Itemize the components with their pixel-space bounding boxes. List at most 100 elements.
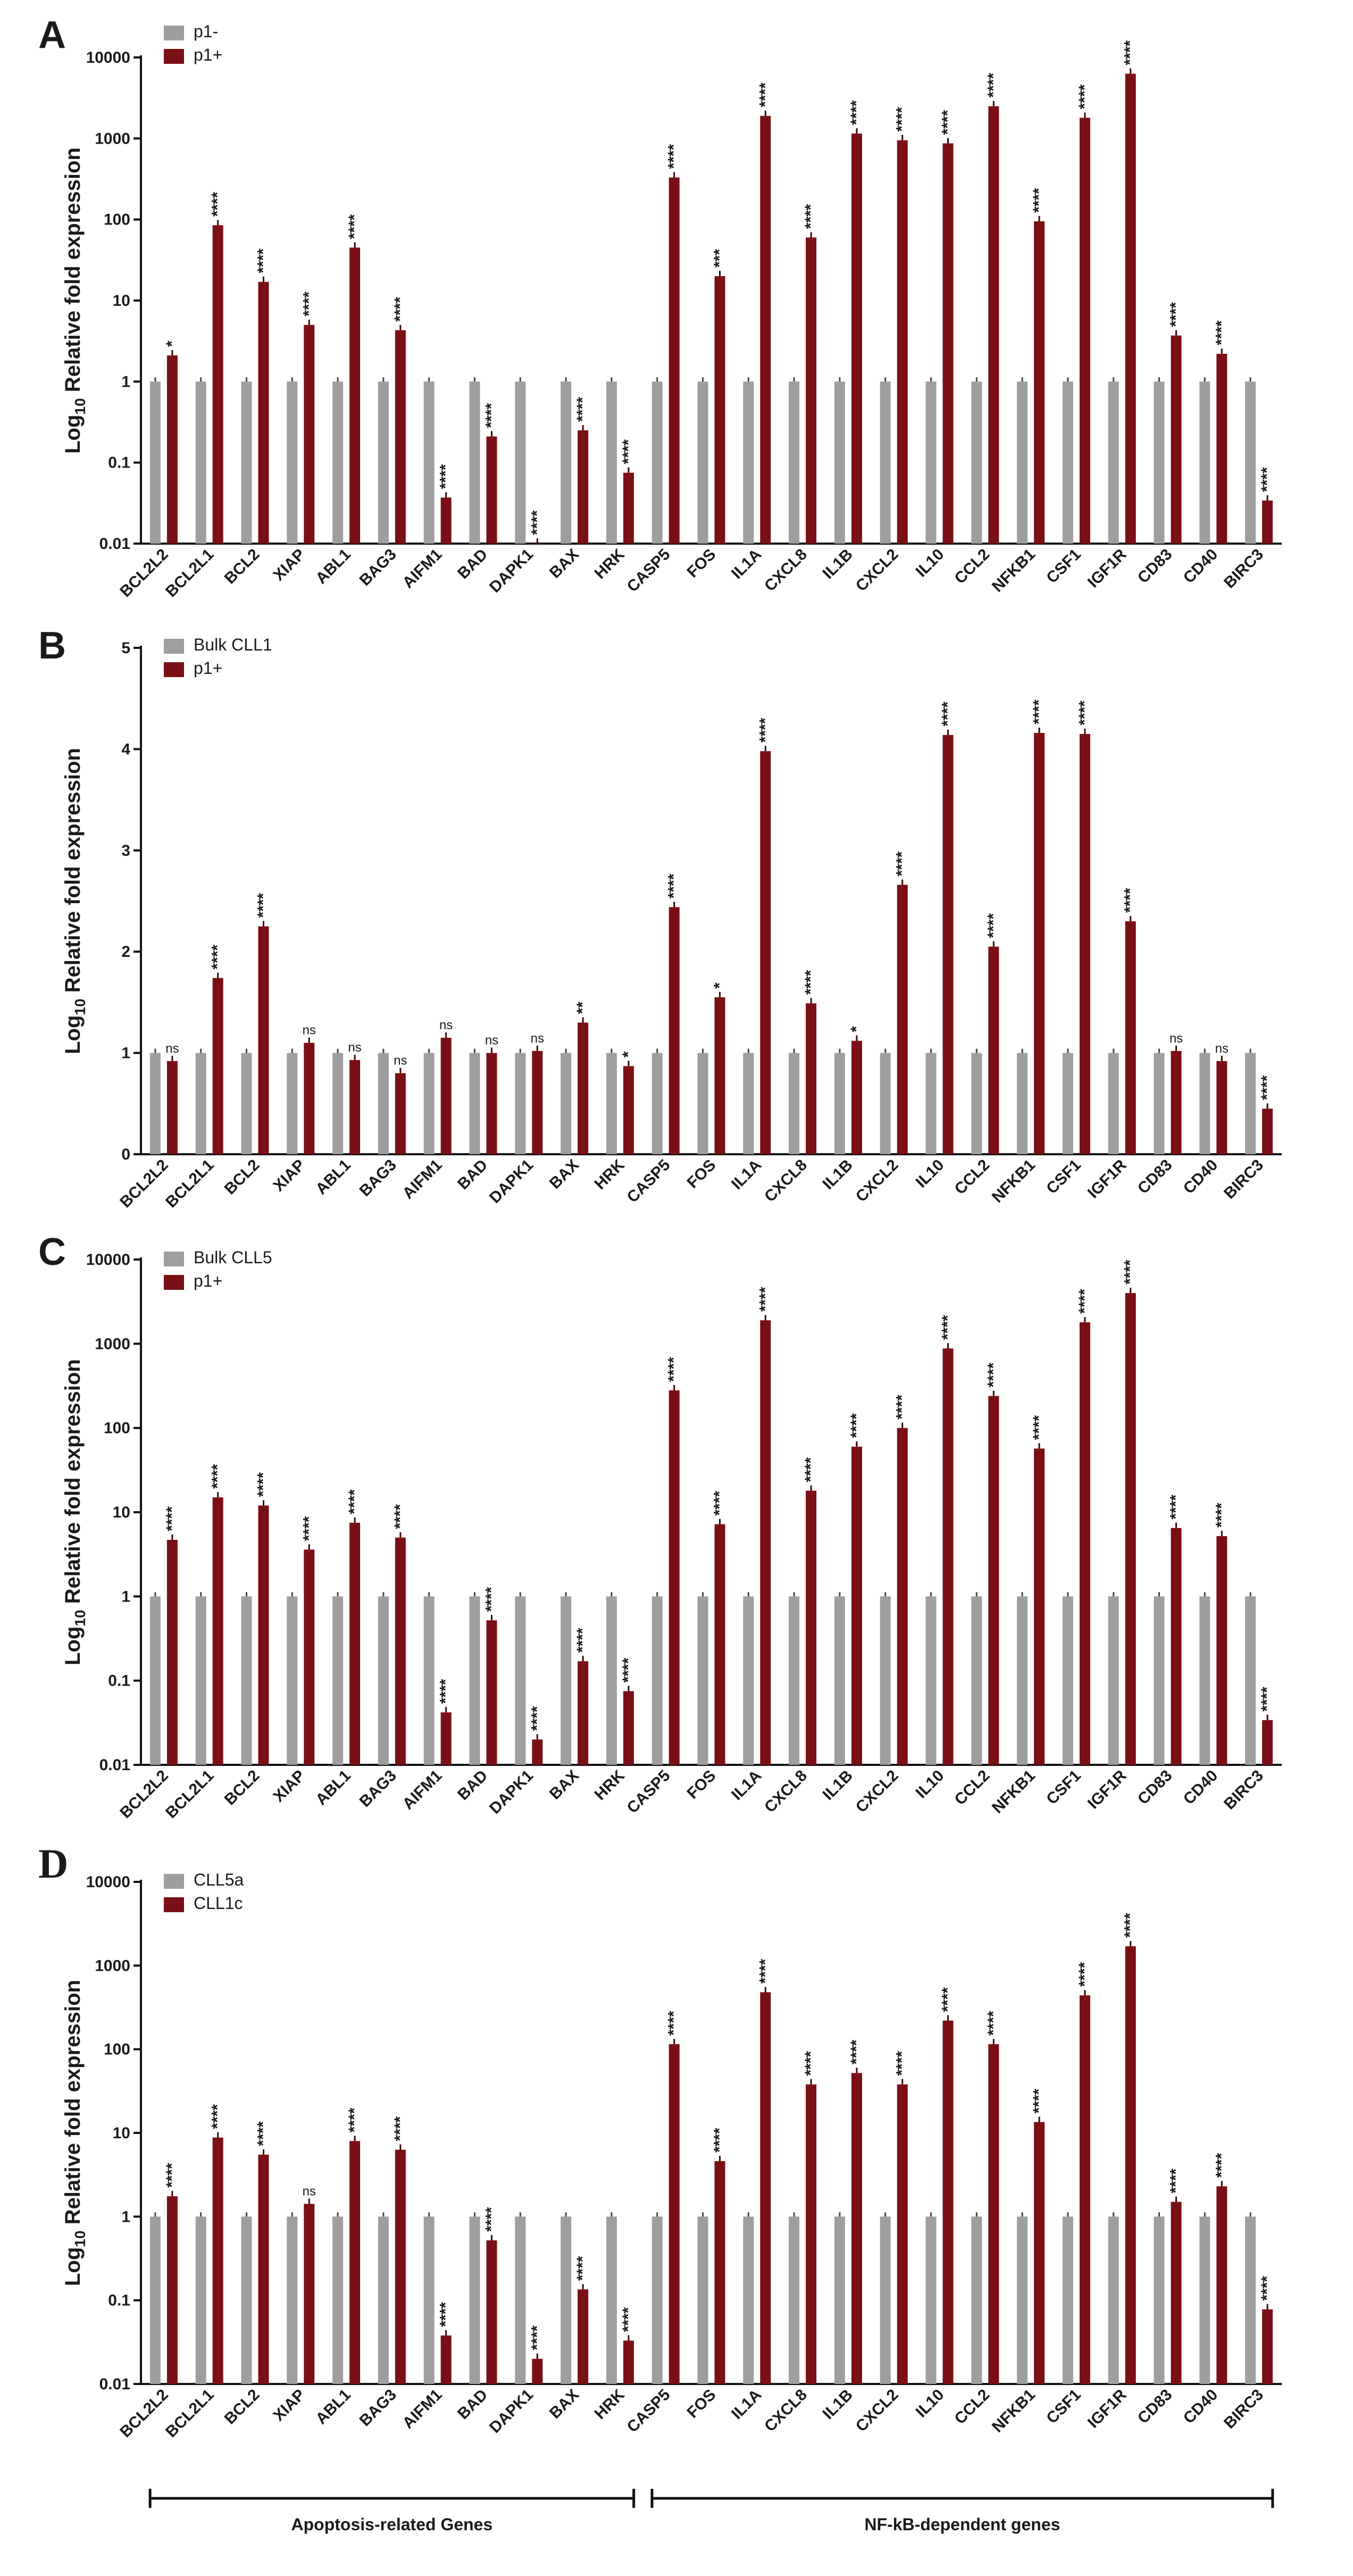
panel-d-bar-cll1c-cxcl8 — [806, 2084, 817, 2384]
panel-d-ytick-label: 10000 — [86, 1873, 130, 1891]
panel-b-significance: * — [620, 1051, 637, 1057]
panel-b-bar-p1+-nfkb1 — [1034, 732, 1045, 1154]
panel-c-significance: **** — [665, 1357, 683, 1382]
panel-b-significance: ns — [165, 1041, 179, 1056]
panel-b-ytick-label: 3 — [121, 842, 130, 860]
panel-b-xtick-il10: IL10 — [913, 1156, 948, 1191]
panel-a-legend-label: p1- — [194, 22, 218, 41]
panel-c-significance: **** — [1122, 1260, 1139, 1285]
panel-a-significance: **** — [1076, 84, 1093, 109]
panel-a-bar-p1+-cd40 — [1216, 354, 1227, 544]
panel-d-bar-cll5a-bad — [469, 2216, 480, 2384]
panel-c-bar-bulk-cll5-cd83 — [1154, 1596, 1165, 1765]
panel-c-bar-p1+-cxcl8 — [806, 1490, 817, 1765]
panel-a-significance: *** — [711, 249, 729, 268]
panel-d-bar-cll1c-bag3 — [395, 2149, 406, 2384]
panel-a-bar-p1+-cxcl8 — [806, 237, 817, 544]
panel-b-bar-bulk-cll1-cxcl2 — [880, 1053, 891, 1154]
panel-a-bar-p1+-hrk — [623, 472, 634, 544]
panel-b-significance: **** — [209, 945, 227, 970]
panel-b-significance: **** — [1030, 699, 1048, 724]
panel-b-significance: **** — [939, 702, 957, 727]
panel-b-bar-p1+-xiap — [304, 1043, 315, 1154]
panel-c-significance: **** — [1076, 1289, 1093, 1314]
panel-d-significance: **** — [1167, 2169, 1185, 2194]
panel-d-bar-cll5a-nfkb1 — [1017, 2216, 1028, 2384]
panel-a-ytick-label: 0.01 — [99, 535, 130, 553]
panel-a-bar-p1--dapk1 — [515, 381, 526, 544]
panel-d-bar-cll5a-casp5 — [652, 2216, 663, 2384]
panel-b-ytick-label: 1 — [121, 1045, 130, 1062]
panel-b-bar-p1+-csf1 — [1079, 733, 1090, 1154]
panel-d-significance: **** — [163, 2163, 181, 2188]
panel-b-bar-bulk-cll1-birc3 — [1245, 1053, 1256, 1154]
panel-d-bar-cll5a-bcl2l2 — [149, 2216, 161, 2384]
panel-a-bar-p1--bax — [561, 381, 572, 544]
panel-c-bar-bulk-cll5-casp5 — [652, 1596, 663, 1765]
panel-a-bar-p1+-bcl2 — [258, 281, 269, 544]
panel-b-bar-bulk-cll1-igf1r — [1108, 1053, 1119, 1154]
panel-b-bar-bulk-cll1-bax — [561, 1053, 572, 1154]
panel-b-bar-p1+-cd40 — [1216, 1061, 1227, 1154]
panel-a-bar-p1--abl1 — [332, 381, 344, 544]
panel-d-bar-cll1c-il10 — [942, 2020, 954, 2384]
panel-d-ytick-label: 0.01 — [99, 2375, 130, 2393]
panel-b-xtick-ccl2: CCL2 — [951, 1156, 993, 1198]
panel-c-significance: **** — [391, 1504, 409, 1529]
panel-a-ytick-label: 0.1 — [108, 454, 130, 472]
panel-b-xtick-nfkb1: NFKB1 — [989, 1156, 1039, 1206]
panel-b-bar-p1+-il1b — [851, 1040, 862, 1154]
panel-a-bar-p1+-ccl2 — [988, 106, 999, 544]
panel-c-bar-p1+-bcl2l1 — [212, 1497, 223, 1765]
panel-c-xtick-bag3: BAG3 — [356, 1767, 400, 1811]
panel-b-bar-p1+-bax — [578, 1022, 589, 1154]
panel-c-xtick-birc3: BIRC3 — [1221, 1767, 1267, 1813]
panel-d-significance: ns — [303, 2184, 316, 2198]
panel-c-significance: **** — [620, 1657, 637, 1682]
panel-d-bar-cll1c-cd40 — [1216, 2186, 1227, 2384]
panel-c-xtick-xiap: XIAP — [270, 1767, 308, 1806]
panel-d-bar-cll1c-bcl2l2 — [166, 2196, 178, 2384]
panel-d-significance: **** — [437, 2302, 455, 2327]
panel-c-bar-p1+-hrk — [623, 1691, 634, 1765]
panel-b-significance: * — [711, 982, 729, 989]
panel-d-bar-cll1c-xiap — [304, 2204, 315, 2384]
panel-c-xtick-il10: IL10 — [913, 1767, 948, 1802]
panel-c-bar-p1+-il10 — [942, 1348, 954, 1765]
panel-b-bar-p1+-bcl2l1 — [212, 978, 223, 1154]
panel-d-bar-cll5a-fos — [697, 2216, 708, 2384]
panel-b-xtick-cd40: CD40 — [1180, 1156, 1222, 1198]
panel-c-letter: C — [38, 1231, 66, 1273]
panel-a-ytick-label: 10 — [113, 292, 130, 310]
panel-c-significance: **** — [848, 1413, 865, 1438]
panel-b-xtick-igf1r: IGF1R — [1084, 1156, 1130, 1202]
panel-a-significance: **** — [437, 464, 455, 489]
panel-c-legend-label: Bulk CLL5 — [194, 1248, 272, 1267]
panel-a-bar-p1+-casp5 — [669, 177, 680, 544]
panel-d-significance: **** — [209, 2104, 227, 2129]
panel-b-bar-bulk-cll1-fos — [697, 1053, 708, 1154]
panel-b-bar-p1+-bcl2l2 — [166, 1061, 178, 1154]
panel-d-bar-cll1c-fos — [714, 2161, 725, 2384]
panel-d-xtick-birc3: BIRC3 — [1221, 2386, 1267, 2432]
panel-d-ytick-label: 10 — [113, 2124, 130, 2142]
panel-d-xtick-igf1r: IGF1R — [1084, 2386, 1130, 2431]
panel-a-bar-p1--il1b — [834, 381, 845, 544]
panel-c-bar-bulk-cll5-hrk — [606, 1596, 617, 1765]
panel-a-bar-p1+-bag3 — [395, 330, 406, 544]
panel-b-significance: **** — [802, 970, 820, 995]
panel-d-bar-cll5a-il10 — [925, 2216, 937, 2384]
panel-c-xtick-bcl2l2: BCL2L2 — [116, 1767, 171, 1822]
panel-d-significance: **** — [1258, 2276, 1276, 2301]
panel-d-bar-cll1c-hrk — [623, 2340, 634, 2384]
panel-a-bar-p1--cd83 — [1154, 381, 1165, 544]
panel-a-significance: **** — [620, 439, 637, 464]
panel-c-significance: **** — [756, 1287, 774, 1312]
panel-c-significance: **** — [1213, 1503, 1230, 1528]
panel-a-significance: **** — [1213, 320, 1230, 345]
panel-b-significance: ** — [574, 1002, 591, 1014]
panel-d-bar-cll1c-bcl2 — [258, 2154, 269, 2384]
panel-a-xtick-bax: BAX — [546, 546, 582, 582]
panel-d-bar-cll5a-bcl2 — [241, 2216, 252, 2384]
panel-b-letter: B — [38, 624, 66, 667]
